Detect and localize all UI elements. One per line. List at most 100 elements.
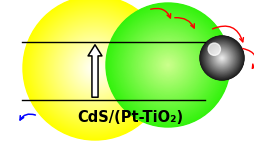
Circle shape: [79, 52, 111, 84]
Circle shape: [23, 0, 167, 140]
Circle shape: [162, 59, 174, 71]
Circle shape: [157, 54, 179, 76]
Circle shape: [106, 3, 230, 127]
Circle shape: [147, 44, 189, 86]
Circle shape: [154, 51, 182, 79]
Circle shape: [134, 31, 202, 99]
Circle shape: [213, 49, 231, 67]
Circle shape: [216, 53, 228, 63]
Circle shape: [73, 46, 117, 90]
Circle shape: [39, 12, 151, 124]
Circle shape: [37, 10, 153, 127]
Circle shape: [72, 45, 118, 90]
Circle shape: [203, 39, 241, 77]
Circle shape: [201, 36, 243, 80]
Circle shape: [125, 22, 211, 108]
Circle shape: [74, 47, 116, 89]
Circle shape: [50, 23, 140, 113]
Circle shape: [221, 57, 223, 59]
Circle shape: [151, 48, 185, 82]
Circle shape: [27, 1, 163, 135]
Circle shape: [62, 35, 128, 101]
Circle shape: [122, 19, 214, 111]
Circle shape: [215, 51, 229, 65]
Circle shape: [163, 60, 173, 70]
Circle shape: [146, 42, 190, 87]
Circle shape: [78, 51, 112, 85]
Circle shape: [32, 5, 158, 131]
Circle shape: [118, 15, 218, 115]
Circle shape: [206, 42, 238, 74]
Circle shape: [80, 53, 110, 83]
Circle shape: [219, 55, 225, 61]
Circle shape: [217, 53, 227, 63]
Circle shape: [71, 44, 119, 92]
Circle shape: [212, 48, 232, 68]
FancyArrowPatch shape: [20, 114, 35, 120]
Circle shape: [210, 46, 234, 70]
Circle shape: [87, 60, 103, 76]
Text: CdS/(Pt-TiO₂): CdS/(Pt-TiO₂): [77, 110, 183, 126]
Circle shape: [208, 44, 236, 72]
Circle shape: [46, 19, 144, 117]
Circle shape: [45, 18, 145, 118]
Circle shape: [214, 50, 230, 66]
Circle shape: [166, 63, 170, 67]
Circle shape: [35, 8, 155, 128]
Circle shape: [83, 56, 107, 80]
Circle shape: [156, 53, 180, 77]
Circle shape: [92, 65, 98, 71]
Circle shape: [142, 39, 194, 91]
Circle shape: [155, 52, 181, 78]
Circle shape: [28, 1, 162, 135]
Circle shape: [29, 2, 161, 134]
Circle shape: [119, 16, 217, 114]
Circle shape: [107, 5, 228, 125]
Circle shape: [137, 34, 199, 96]
Circle shape: [31, 4, 159, 132]
Circle shape: [127, 24, 209, 106]
Circle shape: [205, 41, 239, 75]
Circle shape: [143, 40, 193, 90]
Circle shape: [86, 59, 104, 77]
Circle shape: [210, 46, 234, 70]
Circle shape: [213, 49, 231, 66]
Circle shape: [58, 31, 132, 105]
Circle shape: [67, 40, 123, 96]
Circle shape: [220, 56, 224, 60]
Circle shape: [219, 55, 225, 61]
Circle shape: [91, 64, 99, 72]
Circle shape: [160, 57, 177, 74]
Circle shape: [152, 49, 184, 81]
Circle shape: [219, 55, 225, 61]
Circle shape: [211, 47, 233, 69]
Circle shape: [133, 30, 203, 100]
Circle shape: [117, 14, 219, 116]
Circle shape: [136, 33, 200, 97]
Circle shape: [107, 4, 229, 126]
Circle shape: [213, 49, 231, 67]
Circle shape: [202, 38, 242, 78]
Circle shape: [108, 5, 228, 125]
Circle shape: [216, 52, 228, 64]
Circle shape: [209, 45, 235, 71]
Circle shape: [66, 39, 124, 97]
Circle shape: [64, 36, 126, 100]
Circle shape: [145, 42, 191, 88]
Circle shape: [30, 3, 160, 133]
Circle shape: [135, 33, 201, 98]
FancyArrowPatch shape: [151, 8, 171, 18]
Circle shape: [72, 45, 118, 91]
Circle shape: [211, 46, 233, 70]
Circle shape: [129, 25, 208, 105]
FancyArrowPatch shape: [243, 49, 254, 68]
Circle shape: [48, 21, 142, 115]
Circle shape: [43, 16, 147, 120]
Circle shape: [47, 20, 143, 116]
Circle shape: [202, 38, 242, 78]
Circle shape: [215, 51, 229, 65]
Circle shape: [41, 14, 149, 122]
Circle shape: [90, 63, 100, 73]
Circle shape: [70, 43, 120, 93]
Circle shape: [129, 26, 207, 104]
